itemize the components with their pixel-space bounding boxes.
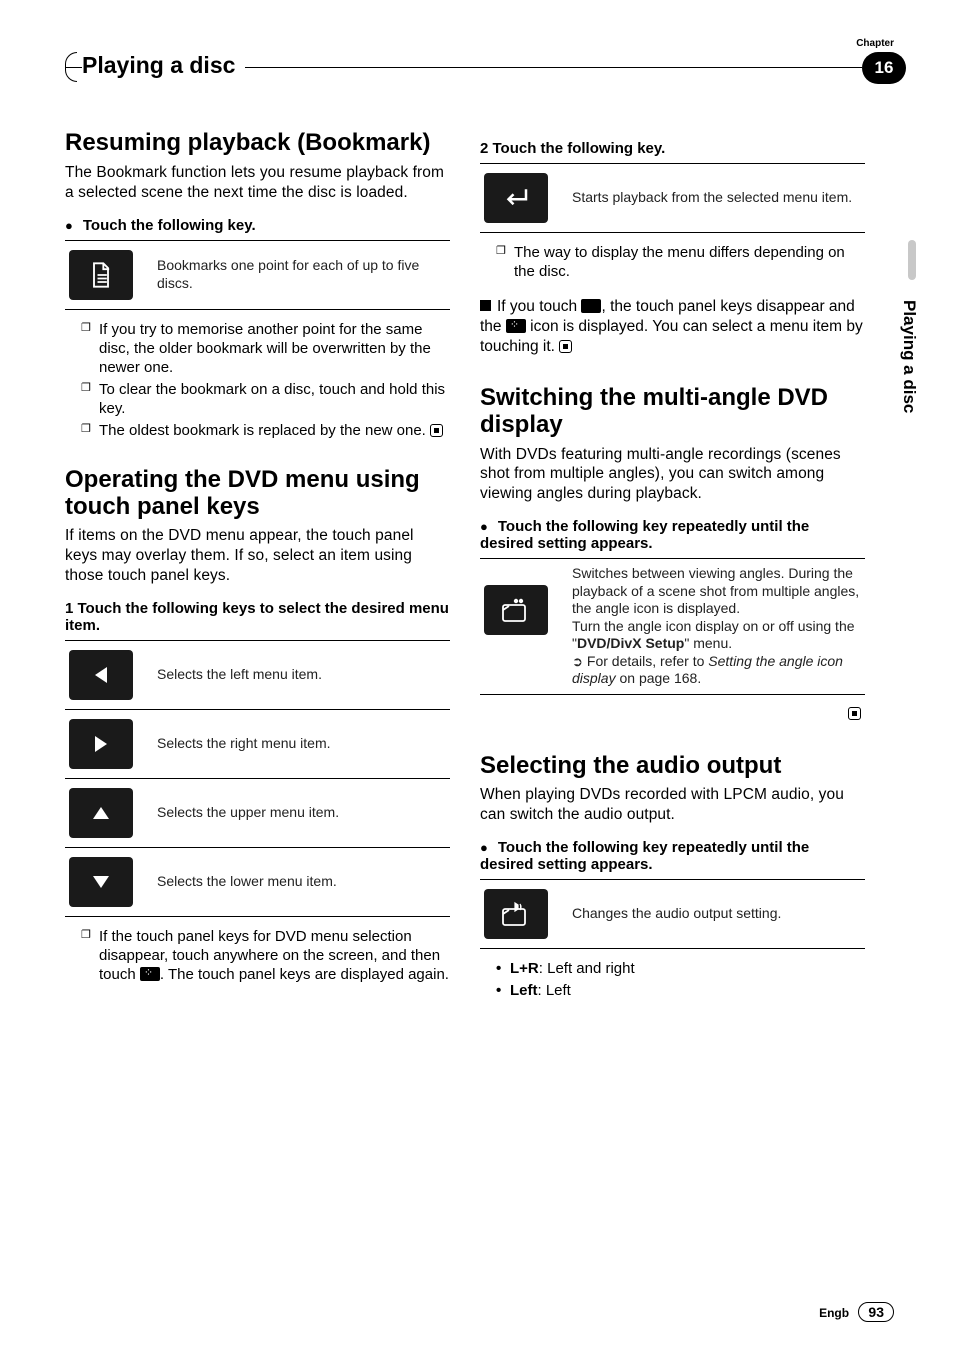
menu-display-notes: The way to display the menu differs depe… <box>496 243 865 281</box>
square-bullet-icon <box>480 300 491 311</box>
audio-option: Left: Left <box>496 981 865 1001</box>
audio-option: L+R: Left and right <box>496 959 865 979</box>
multiangle-intro: With DVDs featuring multi-angle recordin… <box>480 445 865 504</box>
step2-heading: 2 Touch the following key. <box>480 140 865 157</box>
right-arrow-desc: Selects the right menu item. <box>149 709 450 778</box>
audio-key-desc: Changes the audio output setting. <box>564 880 865 949</box>
note-item: If you try to memorise another point for… <box>81 320 450 378</box>
left-arrow-desc: Selects the left menu item. <box>149 640 450 709</box>
arrow-key-table: Selects the left menu item. Selects the … <box>65 640 450 917</box>
side-tab: Playing a disc <box>899 300 919 413</box>
angle-key-icon <box>484 585 548 635</box>
page-number-badge: 93 <box>858 1302 894 1322</box>
touch-hide-paragraph: If you touch , the touch panel keys disa… <box>480 297 865 356</box>
bookmark-key-icon <box>69 250 133 300</box>
dvdmenu-intro: If items on the DVD menu appear, the tou… <box>65 526 450 585</box>
down-arrow-key-icon <box>69 857 133 907</box>
left-arrow-key-icon <box>69 650 133 700</box>
step1-heading: 1 Touch the following keys to select the… <box>65 600 450 634</box>
section-heading-audio: Selecting the audio output <box>480 753 865 780</box>
enter-key-table: Starts playback from the selected menu i… <box>480 163 865 233</box>
audio-options: L+R: Left and right Left: Left <box>496 959 865 1000</box>
down-arrow-desc: Selects the lower menu item. <box>149 847 450 916</box>
multiangle-instruction: Touch the following key repeatedly until… <box>480 518 865 552</box>
up-arrow-desc: Selects the upper menu item. <box>149 778 450 847</box>
section-heading-multiangle: Switching the multi-angle DVD display <box>480 385 865 439</box>
audio-instruction: Touch the following key repeatedly until… <box>480 839 865 873</box>
bookmark-instruction: Touch the following key. <box>65 217 450 234</box>
note-item: To clear the bookmark on a disc, touch a… <box>81 380 450 418</box>
left-column: Resuming playback (Bookmark) The Bookmar… <box>65 130 450 1010</box>
touchpanel-dots-icon <box>506 319 526 333</box>
section-heading-dvdmenu: Operating the DVD menu using touch panel… <box>65 467 450 521</box>
hide-key-icon <box>581 299 601 313</box>
angle-key-desc: Switches between viewing angles. During … <box>564 559 865 695</box>
cross-reference: For details, refer to Setting the angle … <box>572 653 861 688</box>
bookmark-key-desc: Bookmarks one point for each of up to fi… <box>149 240 450 309</box>
touchpanel-dots-icon <box>140 967 160 981</box>
audio-key-icon <box>484 889 548 939</box>
chapter-label: Chapter <box>856 38 894 49</box>
stop-mark-icon <box>559 340 572 353</box>
section-heading-bookmark: Resuming playback (Bookmark) <box>65 130 450 157</box>
section-end-mark <box>480 705 861 723</box>
note-item: The oldest bookmark is replaced by the n… <box>81 421 450 440</box>
chapter-number-badge: 16 <box>862 52 906 84</box>
angle-key-table: Switches between viewing angles. During … <box>480 558 865 695</box>
note-item: If the touch panel keys for DVD menu sel… <box>81 927 450 985</box>
dvdmenu-notes: If the touch panel keys for DVD menu sel… <box>81 927 450 985</box>
right-arrow-key-icon <box>69 719 133 769</box>
bookmark-key-table: Bookmarks one point for each of up to fi… <box>65 240 450 310</box>
audio-intro: When playing DVDs recorded with LPCM aud… <box>480 785 865 825</box>
enter-key-desc: Starts playback from the selected menu i… <box>564 164 865 233</box>
right-column: 2 Touch the following key. Starts playba… <box>480 130 865 1010</box>
bookmark-notes: If you try to memorise another point for… <box>81 320 450 441</box>
side-tab-decoration <box>908 240 916 280</box>
bookmark-intro: The Bookmark function lets you resume pl… <box>65 163 450 203</box>
up-arrow-key-icon <box>69 788 133 838</box>
stop-mark-icon <box>430 424 443 437</box>
note-item: The way to display the menu differs depe… <box>496 243 865 281</box>
enter-key-icon <box>484 173 548 223</box>
audio-key-table: Changes the audio output setting. <box>480 879 865 949</box>
page-footer: Engb 93 <box>819 1302 894 1322</box>
chapter-title: Playing a disc <box>82 52 245 79</box>
